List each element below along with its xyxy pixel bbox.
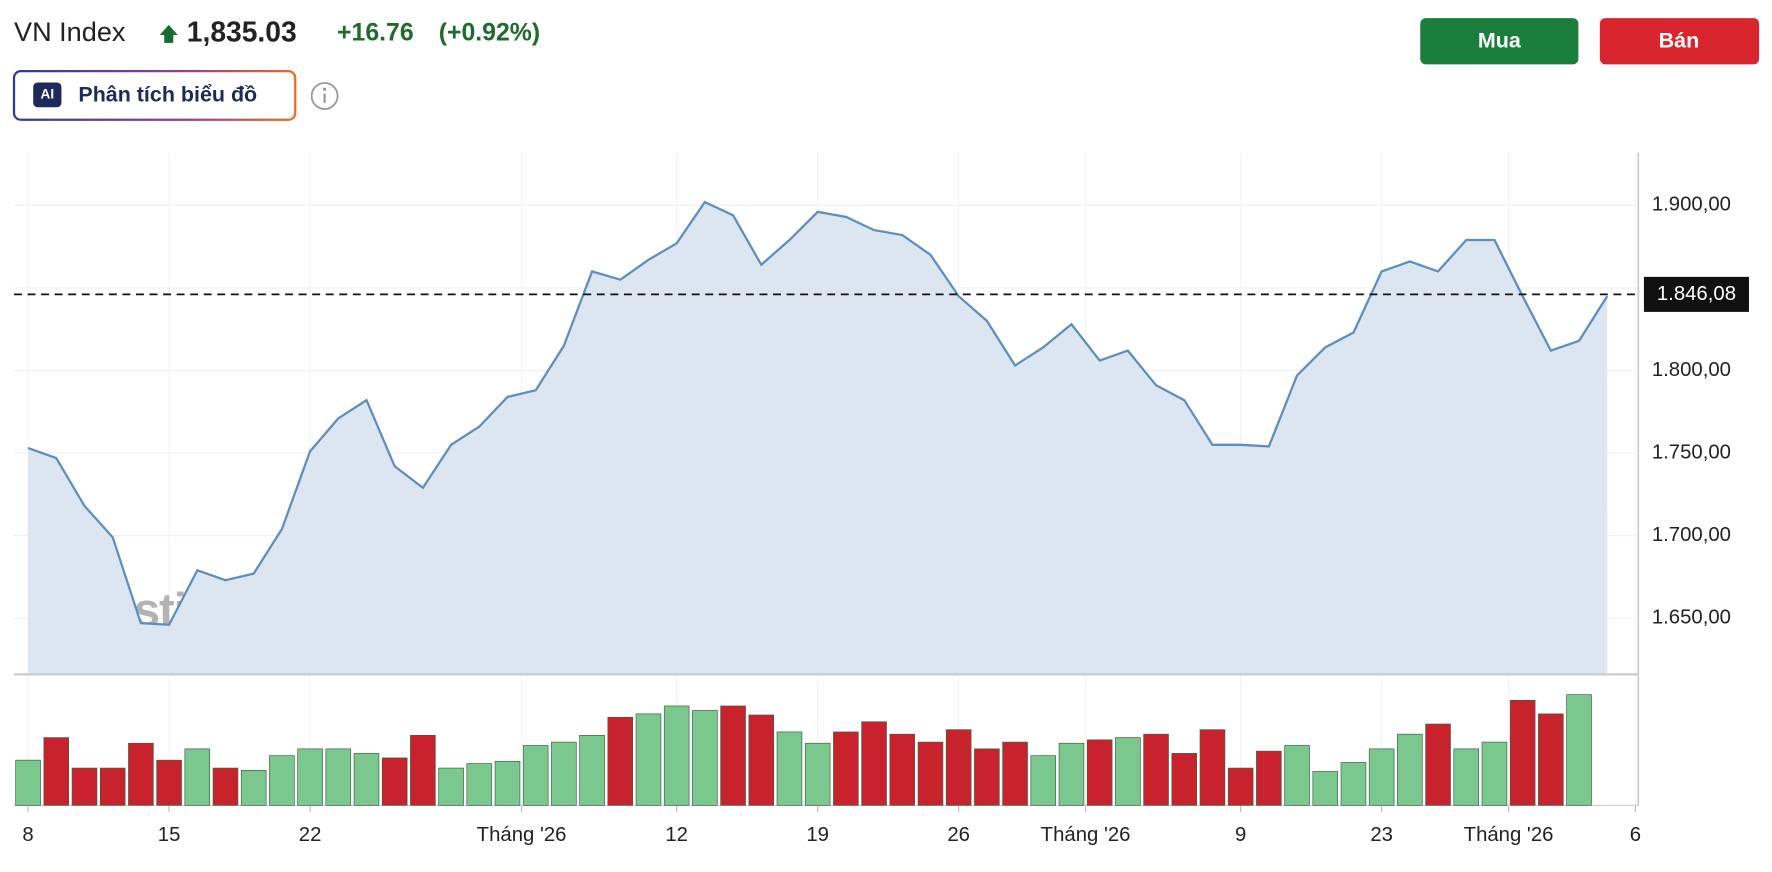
ai-icon	[33, 82, 62, 108]
volume-bar	[1256, 750, 1282, 806]
volume-bar	[1171, 753, 1198, 806]
volume-bar	[776, 731, 803, 806]
volume-bar	[579, 734, 605, 806]
volume-bar	[156, 759, 182, 806]
volume-bar	[15, 759, 41, 806]
info-icon[interactable]	[310, 82, 339, 110]
volume-bar	[607, 716, 634, 806]
volume-bar	[748, 714, 775, 806]
volume-bar	[804, 742, 831, 806]
volume-bar	[1086, 739, 1113, 806]
volume-bar	[353, 753, 380, 806]
last-price-label: 1.846,08	[1657, 283, 1736, 305]
x-tick-label: 8	[22, 824, 33, 846]
x-tick-label: 12	[665, 824, 688, 846]
volume-bar	[1397, 733, 1423, 806]
volume-bar	[551, 741, 577, 806]
volume-bar	[833, 731, 859, 806]
last-price-box	[1643, 276, 1749, 312]
x-tick-label: Tháng '26	[1041, 824, 1131, 846]
chart: 1.650,001.700,001.750,001.800,001.850,00…	[13, 152, 1749, 846]
x-tick-label: 22	[299, 824, 322, 846]
volume-bar	[663, 705, 690, 806]
info-circle[interactable]	[310, 82, 339, 110]
volume-bar	[635, 713, 662, 806]
volume-bar	[71, 767, 98, 806]
volume-bar	[43, 737, 70, 806]
volume-bar	[297, 748, 323, 806]
y-tick-label: 1.650,00	[1652, 607, 1731, 629]
volume-bar	[1481, 741, 1508, 806]
volume-bar	[438, 767, 464, 806]
volume-bar	[269, 755, 295, 806]
volume-bar	[1030, 755, 1057, 806]
x-tick-label: 15	[158, 824, 181, 846]
y-tick-label: 1.800,00	[1652, 359, 1731, 381]
x-tick-label: 19	[806, 824, 829, 846]
volume-bar	[1002, 741, 1028, 806]
info-stem	[323, 93, 326, 103]
volume-bar	[1368, 748, 1395, 806]
ai-button-frame[interactable]	[12, 70, 297, 121]
ai-analysis-button[interactable]: AI Phân tích biểu đồ	[12, 70, 297, 121]
volume-bar	[240, 770, 267, 806]
ai-button-label[interactable]: Phân tích biểu đồ	[78, 83, 257, 107]
volume-bar	[692, 710, 718, 806]
sell-button[interactable]	[1599, 18, 1760, 65]
x-tick-label: Tháng '26	[1464, 824, 1554, 846]
volume-bar	[1453, 748, 1480, 806]
volume-bar	[720, 705, 746, 806]
volume-bar	[99, 767, 126, 806]
volume-bar	[184, 748, 211, 806]
ai-icon-text: AI	[41, 86, 55, 101]
x-tick-label: 6	[1630, 824, 1641, 846]
volume-bar	[1538, 713, 1564, 806]
price-change-pct: (+0.92%)	[439, 19, 540, 46]
up-arrow	[159, 24, 178, 43]
price-change: +16.76	[337, 19, 414, 46]
volume-bar	[1199, 729, 1226, 806]
volume-bar	[128, 742, 154, 806]
volume-bar	[410, 734, 436, 806]
x-tick-label: 9	[1235, 824, 1246, 846]
volume-bar	[1284, 745, 1310, 806]
volume-bar	[1227, 767, 1254, 806]
y-tick-label: 1.750,00	[1652, 441, 1731, 463]
x-tick-label: 26	[947, 824, 970, 846]
volume-bar	[945, 729, 972, 806]
index-name: VN Index	[14, 16, 126, 47]
buy-button[interactable]	[1420, 18, 1579, 65]
volume-bar	[917, 741, 944, 806]
sell-button-label[interactable]: Bán	[1659, 28, 1700, 52]
volume-bar	[466, 763, 493, 806]
volume-bar	[1509, 699, 1536, 806]
volume-bar	[381, 757, 408, 806]
index-price: 1,835.03	[187, 15, 297, 47]
price-area	[28, 202, 1608, 675]
volume-bar	[212, 767, 239, 806]
volume-bar	[325, 748, 352, 806]
price-line	[27, 200, 1609, 626]
info-dot	[323, 87, 327, 91]
volume-bar	[861, 721, 887, 806]
volume-bar	[1115, 737, 1141, 806]
volume-bar	[1340, 762, 1367, 806]
volume-bar	[974, 748, 1000, 806]
x-tick-label: Tháng '26	[477, 824, 567, 846]
volume-bar	[1058, 742, 1085, 806]
volume-bar	[494, 760, 521, 806]
y-tick-label: 1.900,00	[1652, 194, 1731, 216]
volume-bar	[1312, 771, 1339, 806]
volume-bar	[1143, 733, 1169, 806]
volume-bar	[1425, 723, 1451, 806]
y-tick-label: 1.700,00	[1652, 524, 1731, 546]
x-tick-label: 23	[1370, 824, 1393, 846]
volume-bar	[1566, 694, 1592, 806]
volume-bar	[889, 733, 916, 806]
buy-button-label[interactable]: Mua	[1478, 28, 1522, 52]
volume-bar	[522, 745, 549, 806]
